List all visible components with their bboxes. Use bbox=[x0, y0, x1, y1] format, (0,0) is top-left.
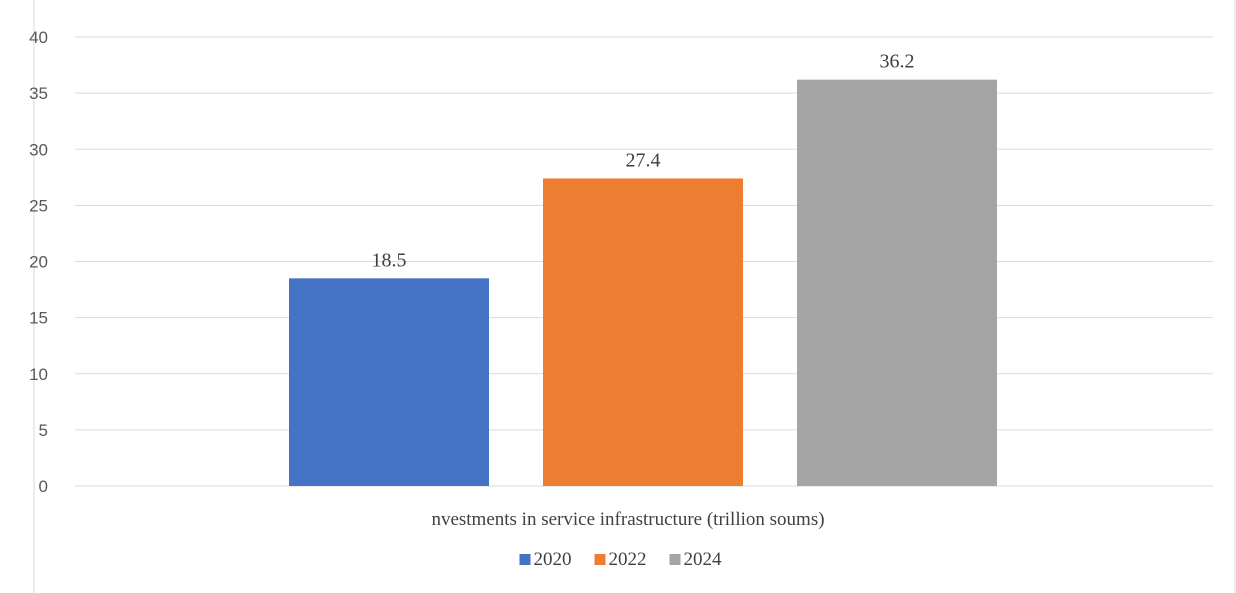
y-tick-label: 40 bbox=[29, 28, 48, 47]
category-label: nvestments in service infrastructure (tr… bbox=[431, 509, 824, 530]
y-tick-label: 35 bbox=[29, 84, 48, 103]
bars bbox=[289, 80, 997, 486]
bar-2022 bbox=[543, 178, 743, 486]
y-tick-label: 20 bbox=[29, 253, 48, 272]
y-tick-label: 0 bbox=[39, 477, 48, 496]
y-tick-label: 5 bbox=[39, 421, 48, 440]
legend-swatch-2020 bbox=[520, 554, 531, 565]
y-tick-label: 15 bbox=[29, 309, 48, 328]
data-label-2024: 36.2 bbox=[880, 51, 915, 73]
y-tick-label: 30 bbox=[29, 140, 48, 159]
legend: 2020 2022 2024 bbox=[520, 549, 723, 570]
bar-2020 bbox=[289, 278, 489, 486]
legend-label-2020: 2020 bbox=[534, 549, 572, 570]
y-axis-ticks: 0 5 10 15 20 25 30 35 40 bbox=[29, 28, 48, 496]
legend-label-2022: 2022 bbox=[609, 549, 647, 570]
data-label-2020: 18.5 bbox=[372, 249, 407, 271]
y-tick-label: 25 bbox=[29, 196, 48, 215]
legend-swatch-2022 bbox=[595, 554, 606, 565]
data-label-2022: 27.4 bbox=[626, 149, 661, 171]
legend-swatch-2024 bbox=[670, 554, 681, 565]
y-tick-label: 10 bbox=[29, 365, 48, 384]
legend-label-2024: 2024 bbox=[684, 549, 723, 570]
bar-2024 bbox=[797, 80, 997, 486]
